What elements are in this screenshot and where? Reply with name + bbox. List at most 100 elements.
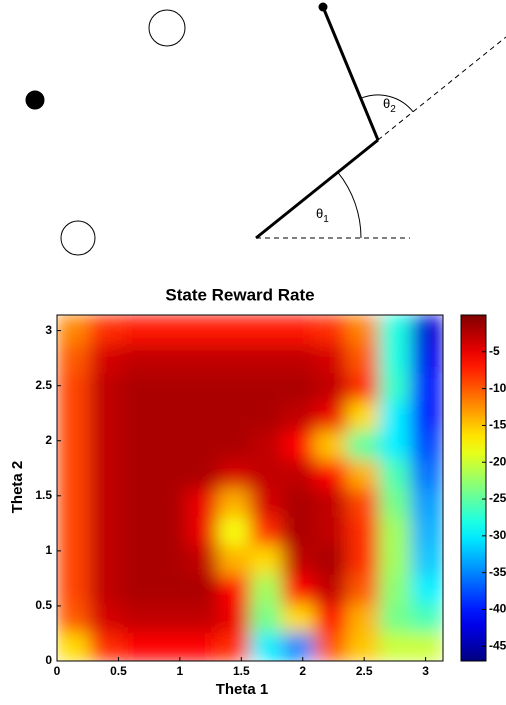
heatmap-cell: [88, 574, 122, 605]
link-1: [255, 138, 379, 240]
heatmap-cell: [378, 430, 412, 460]
heatmap-cell: [281, 315, 315, 345]
heatmap-cell: [120, 545, 154, 576]
heatmap-cell: [281, 545, 315, 576]
heatmap-cell: [57, 315, 90, 345]
colorbar-tick-label: -40: [489, 602, 506, 616]
heatmap-cell: [281, 603, 315, 633]
heatmap-cell: [249, 545, 283, 576]
heatmap-cell: [314, 574, 348, 605]
heatmap-cell: [378, 488, 412, 518]
heatmap-cell: [346, 372, 380, 402]
heatmap-cell: [410, 459, 443, 489]
heatmap-cell: [346, 516, 380, 546]
heatmap-cell: [57, 372, 90, 402]
axes: 0 0.5 1 1.5 2 2.5 3 0 0.5 1 1.5 2 2.5 3 -5 -10 -15 -20 -25…: [35, 314, 506, 678]
heatmap-cell: [281, 430, 315, 460]
heatmap-cell: [186, 430, 219, 460]
heatmap-cell: [120, 488, 154, 518]
heatmap-cell: [346, 459, 380, 489]
heatmap-cell: [410, 401, 443, 431]
heatmap-cell: [314, 632, 348, 661]
heatmap-cell: [249, 315, 283, 345]
heatmap-cell: [153, 574, 187, 605]
heatmap-cell: [410, 516, 443, 546]
angle-symbol: θ: [383, 96, 390, 111]
heatmap-cell: [378, 603, 412, 633]
heatmap-cell: [410, 603, 443, 633]
heatmap-cell: [378, 632, 412, 661]
heatmap-cell: [217, 343, 251, 373]
heatmap-cell: [249, 343, 283, 373]
heatmap-cell: [378, 401, 412, 431]
angle-symbol: θ: [316, 206, 323, 221]
y-tick-label: 1: [45, 543, 52, 557]
heatmap-cell: [57, 401, 90, 431]
heatmap-cell: [217, 372, 251, 402]
y-axis-label: Theta 2: [9, 461, 26, 514]
heatmap-cell: [120, 343, 154, 373]
heatmap-cell: [217, 574, 251, 605]
heatmap-cell: [249, 603, 283, 633]
heatmap-cell: [281, 343, 315, 373]
chart-title: State Reward Rate: [165, 285, 314, 304]
end-effector: [318, 2, 328, 12]
heatmap-cell: [346, 545, 380, 576]
heatmap-cell: [378, 574, 412, 605]
y-tick-label: 1.5: [35, 488, 52, 502]
heatmap-cell: [217, 459, 251, 489]
heatmap-cell: [314, 516, 348, 546]
colorbar-tick-label: -20: [489, 454, 506, 468]
x-tick-label: 2.5: [356, 664, 373, 678]
colorbar-tick-label: -15: [489, 418, 506, 432]
heatmap-cell: [346, 343, 380, 373]
colorbar-tick-label: -35: [489, 565, 506, 579]
heatmap-cell: [57, 459, 90, 489]
heatmap-cell: [120, 603, 154, 633]
heatmap-cell: [314, 488, 348, 518]
arm-diagram: [25, 2, 506, 256]
y-tick-label: 0.5: [35, 598, 52, 612]
colorbar-tick-label: -25: [489, 491, 506, 505]
heatmap-cell: [410, 343, 443, 373]
heatmap-cell: [186, 315, 219, 345]
heatmap-cell: [153, 459, 187, 489]
colorbar-tick-label: -5: [489, 344, 500, 358]
heatmap-cell: [186, 372, 219, 402]
target-filled: [25, 90, 45, 110]
heatmap-cell: [57, 545, 90, 576]
heatmap-cell: [346, 315, 380, 345]
heatmap-cell: [217, 315, 251, 345]
heatmap-cell: [217, 401, 251, 431]
colorbar-tick-label: -45: [489, 638, 506, 652]
heatmap-cell: [57, 430, 90, 460]
heatmap-cell: [88, 603, 122, 633]
heatmap-cell: [120, 574, 154, 605]
heatmap-cell: [153, 401, 187, 431]
heatmap-cell: [186, 632, 219, 661]
heatmap-cell: [314, 545, 348, 576]
heatmap-cell: [217, 545, 251, 576]
heatmap-cell: [153, 632, 187, 661]
heatmap-cell: [410, 632, 443, 661]
heatmap-cell: [217, 632, 251, 661]
heatmap-cell: [346, 632, 380, 661]
heatmap-cell: [88, 401, 122, 431]
heatmap-cell: [410, 315, 443, 345]
heatmap-cell: [186, 545, 219, 576]
heatmap-cell: [314, 459, 348, 489]
angle-label: θ1: [316, 206, 329, 224]
heatmap-cell: [153, 488, 187, 518]
link-2: [321, 6, 380, 141]
heatmap-cell: [153, 545, 187, 576]
x-tick-label: 0: [54, 664, 61, 678]
heatmap-cell: [186, 343, 219, 373]
heatmap-cell: [57, 603, 90, 633]
heatmap-cell: [281, 459, 315, 489]
heatmap-cell: [410, 430, 443, 460]
heatmap-cell: [314, 343, 348, 373]
y-tick-label: 2.5: [35, 378, 52, 392]
heatmap-cell: [281, 372, 315, 402]
target-circle: [148, 9, 186, 47]
x-axis-label: Theta 1: [216, 681, 269, 698]
